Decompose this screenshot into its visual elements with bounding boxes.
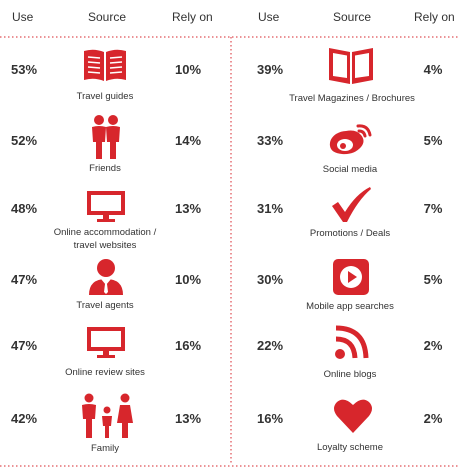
- use-value: 39%: [256, 62, 284, 77]
- source-label: Friends: [89, 163, 121, 174]
- open-book-icon: [84, 49, 126, 81]
- use-value: 53%: [10, 62, 38, 77]
- rely-value: 16%: [174, 338, 202, 353]
- rely-value: 13%: [174, 411, 202, 426]
- header-source-left: Source: [88, 10, 127, 24]
- rely-value: 4%: [423, 62, 443, 77]
- play-button-icon: [333, 259, 369, 295]
- header-source-right: Source: [333, 10, 372, 24]
- source-label: Travel agents: [76, 300, 134, 311]
- use-value: 47%: [10, 272, 38, 287]
- source-label: Online blogs: [323, 369, 377, 380]
- monitor-icon: [87, 191, 125, 222]
- rely-value: 10%: [174, 272, 202, 287]
- rss-icon: [335, 325, 369, 359]
- monitor-icon: [87, 327, 125, 358]
- use-value: 52%: [10, 133, 38, 148]
- use-value: 31%: [256, 201, 284, 216]
- use-value: 30%: [256, 272, 284, 287]
- use-value: 22%: [256, 338, 284, 353]
- source-label: Family: [91, 443, 119, 454]
- rely-value: 2%: [423, 411, 443, 426]
- rely-value: 5%: [423, 133, 443, 148]
- rely-value: 10%: [174, 62, 202, 77]
- source-label-line2: travel websites: [73, 240, 137, 251]
- use-value: 33%: [256, 133, 284, 148]
- agent-icon: [89, 259, 123, 295]
- header-use-right: Use: [258, 10, 280, 24]
- use-value: 47%: [10, 338, 38, 353]
- source-label: Loyalty scheme: [316, 442, 383, 453]
- rely-value: 7%: [423, 201, 443, 216]
- rely-value: 13%: [174, 201, 202, 216]
- header-use-left: Use: [12, 10, 34, 24]
- heart-icon: [334, 399, 372, 433]
- family-icon: [82, 393, 133, 438]
- source-label: Promotions / Deals: [309, 228, 391, 239]
- use-value: 42%: [10, 411, 38, 426]
- source-label: Travel Magazines / Brochures: [289, 93, 415, 104]
- rely-value: 5%: [423, 272, 443, 287]
- source-label: Mobile app searches: [306, 301, 394, 312]
- source-label: Travel guides: [76, 91, 134, 102]
- rely-value: 2%: [423, 338, 443, 353]
- source-label: Online review sites: [65, 367, 145, 378]
- checkmark-icon: [332, 187, 371, 222]
- rely-value: 14%: [174, 133, 202, 148]
- friends-icon: [92, 115, 120, 159]
- weibo-icon: [329, 124, 372, 155]
- magazine-icon: [329, 48, 373, 84]
- header-rely-right: Rely on: [414, 10, 455, 24]
- use-value: 16%: [256, 411, 284, 426]
- header-rely-left: Rely on: [172, 10, 213, 24]
- source-label-line1: Online accommodation /: [53, 227, 157, 238]
- use-value: 48%: [10, 201, 38, 216]
- source-label: Social media: [322, 164, 378, 175]
